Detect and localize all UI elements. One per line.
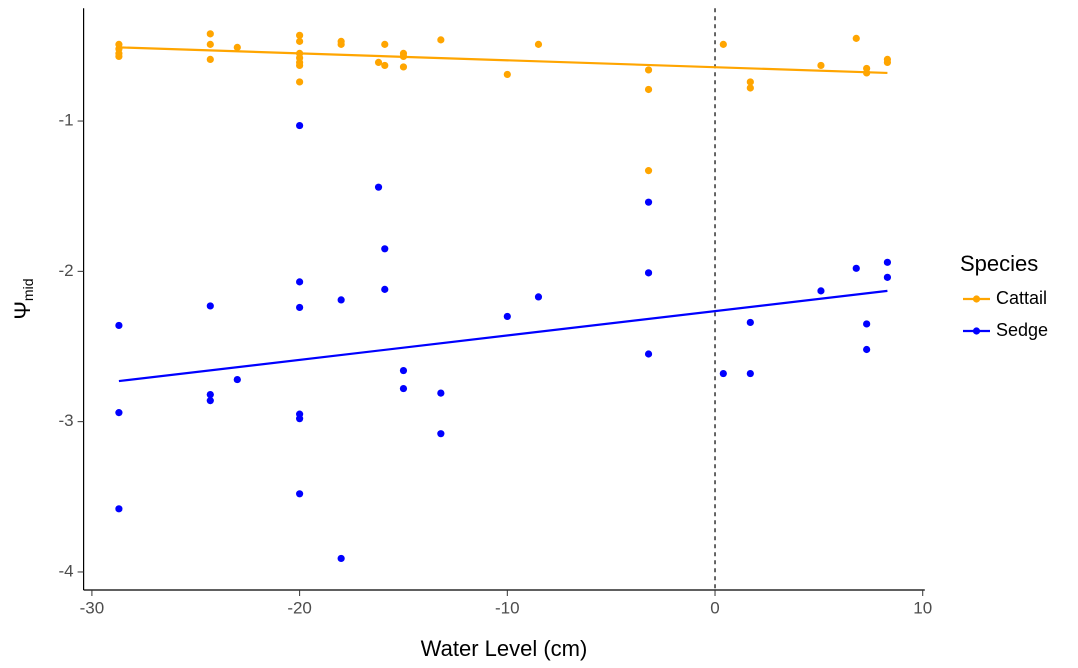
point	[437, 389, 445, 397]
point	[296, 37, 304, 45]
point	[746, 369, 754, 378]
x-tick-label: -20	[287, 598, 312, 617]
point	[206, 397, 214, 405]
trend-line	[118, 46, 888, 75]
point	[437, 430, 445, 438]
point	[746, 78, 754, 86]
point	[381, 245, 389, 253]
point	[296, 61, 304, 70]
point	[863, 345, 871, 354]
legend-key-point	[972, 295, 981, 303]
point	[115, 505, 123, 513]
point	[115, 52, 123, 60]
point	[644, 85, 653, 94]
point	[746, 318, 754, 327]
point	[883, 258, 892, 266]
y-axis-subscript: mid	[20, 279, 36, 302]
point	[381, 40, 389, 48]
point	[719, 369, 727, 378]
point	[206, 302, 214, 310]
point	[399, 384, 408, 393]
trend-line	[118, 289, 888, 383]
point	[399, 63, 408, 71]
point	[852, 34, 860, 42]
point	[817, 61, 825, 70]
x-axis-title: Water Level (cm)	[421, 636, 588, 661]
point	[719, 40, 727, 48]
point	[817, 287, 825, 295]
point	[852, 264, 860, 272]
point	[503, 70, 511, 79]
x-tick-label: 10	[913, 598, 932, 617]
point	[883, 58, 892, 67]
point	[644, 66, 653, 74]
y-axis-title: Ψmid	[10, 279, 36, 320]
legend-key-point	[972, 327, 981, 335]
x-tick-label: 0	[710, 598, 719, 617]
point	[296, 303, 304, 312]
point	[296, 78, 304, 86]
point	[296, 121, 304, 130]
point	[534, 40, 543, 48]
point	[863, 320, 871, 328]
legend-title: Species	[960, 251, 1038, 276]
point	[115, 321, 123, 330]
point	[206, 40, 214, 48]
point	[534, 293, 543, 301]
x-tick-label: -10	[495, 598, 520, 617]
point	[206, 30, 214, 38]
point	[115, 409, 123, 417]
y-axis-symbol: Ψ	[10, 301, 35, 319]
point	[374, 58, 383, 67]
point	[746, 84, 754, 92]
point	[399, 366, 408, 375]
point	[374, 183, 383, 191]
point	[206, 390, 214, 399]
point	[337, 296, 345, 304]
point	[381, 61, 389, 70]
point	[644, 269, 653, 277]
point	[381, 285, 389, 293]
point	[883, 273, 892, 281]
y-tick-label: -3	[58, 411, 73, 430]
y-tick-label: -4	[58, 561, 73, 580]
x-tick-label: -30	[80, 598, 105, 617]
point	[296, 31, 304, 39]
legend-label: Cattail	[996, 288, 1047, 308]
point	[296, 415, 304, 423]
point	[233, 375, 241, 384]
y-tick-label: -2	[58, 261, 73, 280]
point	[644, 167, 653, 175]
point	[296, 278, 304, 286]
point	[233, 43, 241, 51]
point	[644, 198, 653, 206]
point	[337, 554, 345, 563]
point	[503, 312, 511, 321]
y-tick-label: -1	[58, 111, 73, 130]
point	[296, 490, 304, 498]
point	[337, 40, 345, 48]
point	[644, 350, 653, 358]
point	[206, 55, 214, 64]
legend-label: Sedge	[996, 320, 1048, 340]
point	[437, 36, 445, 44]
